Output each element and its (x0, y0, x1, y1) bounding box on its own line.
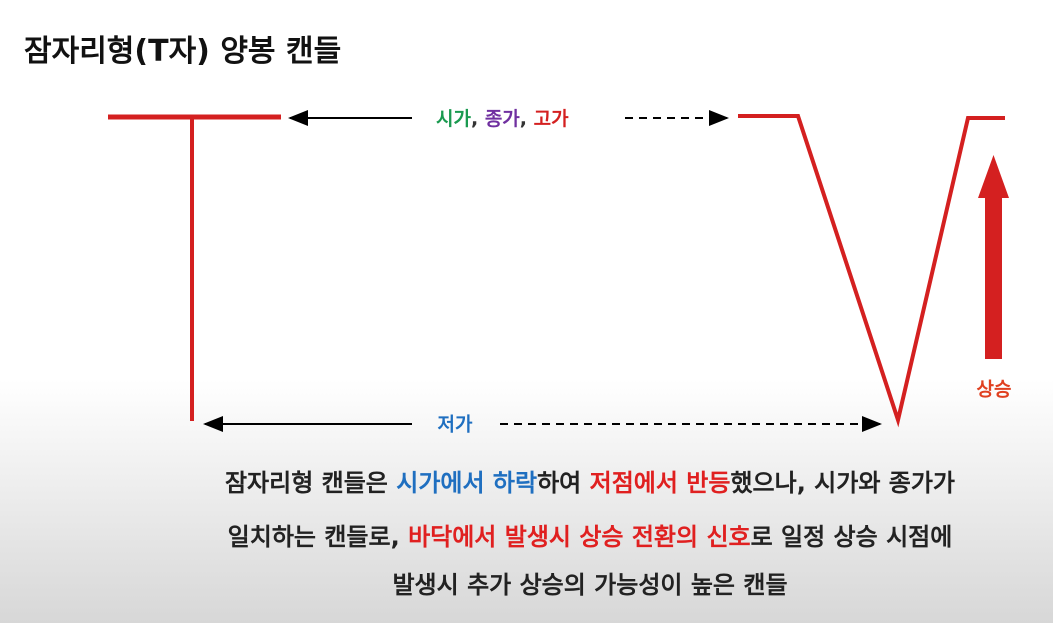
caption-text: 발생시 추가 상승의 가능성이 높은 캔들 (392, 571, 788, 599)
caption-text: 잠자리형 캔들은 (224, 469, 397, 497)
caption-text: 일치하는 캔들로, (227, 523, 409, 551)
low-label: 저가 (438, 414, 473, 436)
caption-highlight: 저점에서 반등 (589, 469, 731, 497)
caption-text: 로 일정 상승 시점에 (750, 523, 953, 551)
open-label: 시가 (436, 108, 471, 130)
caption-line: 잠자리형 캔들은 시가에서 하락하여 저점에서 반등했으나, 시가와 종가가 (0, 463, 1053, 498)
close-label: 종가 (485, 108, 520, 130)
rise-arrow-shaft (985, 196, 1002, 359)
price-path (738, 114, 1005, 428)
caption-line: 일치하는 캔들로, 바닥에서 발생시 상승 전환의 신호로 일정 상승 시점에 (0, 517, 1053, 552)
title: 잠자리형(T자) 양봉 캔들 (24, 34, 342, 69)
rise-label: 상승 (977, 379, 1012, 401)
high-label: 고가 (534, 108, 569, 130)
caption-line: 발생시 추가 상승의 가능성이 높은 캔들 (0, 565, 1053, 600)
caption-highlight: 시가에서 하락 (396, 469, 538, 497)
separator: , (520, 108, 534, 130)
caption-text: 했으나, 시가와 종가가 (730, 469, 956, 497)
caption-highlight: 바닥에서 발생시 상승 전환의 신호 (408, 523, 751, 551)
price-label: 시가, 종가, 고가 (436, 108, 569, 130)
rise-arrow-head (978, 155, 1009, 198)
separator: , (471, 108, 485, 130)
caption-text: 하여 (537, 469, 590, 497)
